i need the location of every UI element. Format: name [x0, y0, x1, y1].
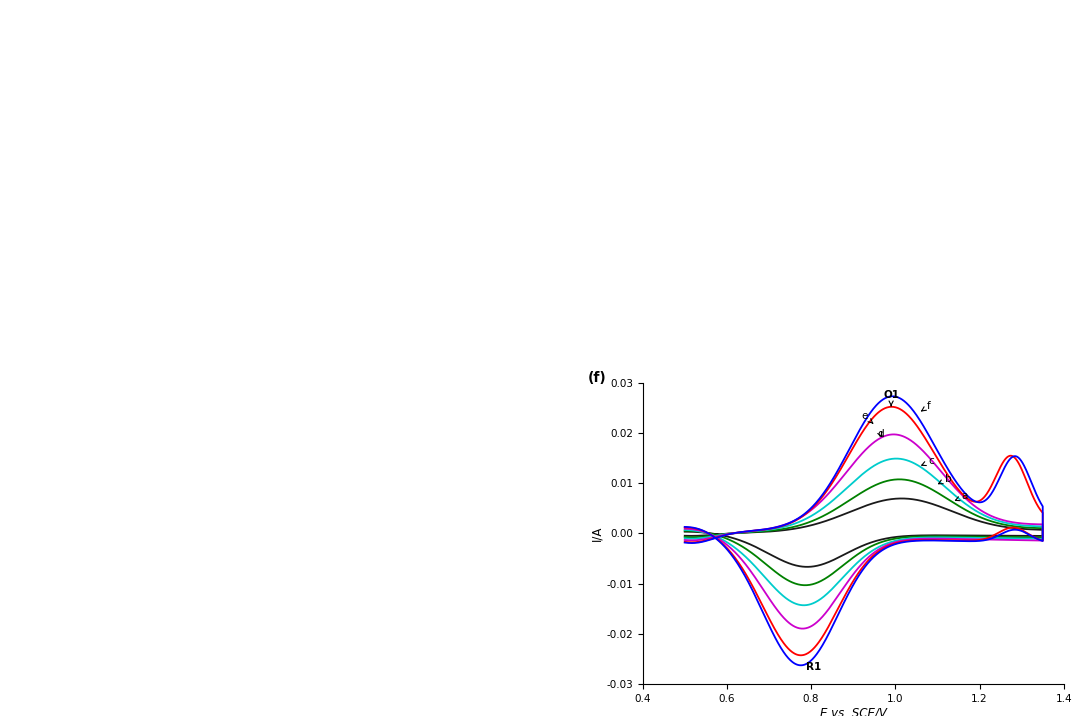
Text: c: c: [921, 456, 934, 466]
X-axis label: E vs. SCE/V: E vs. SCE/V: [820, 706, 887, 716]
Text: d: d: [877, 429, 883, 439]
Text: (f): (f): [588, 371, 607, 385]
Text: e: e: [862, 411, 873, 423]
Text: a: a: [956, 491, 969, 501]
Text: b: b: [939, 474, 951, 484]
Text: O1: O1: [883, 390, 900, 406]
Text: f: f: [921, 401, 931, 411]
Y-axis label: I/A: I/A: [591, 526, 604, 541]
Text: R1: R1: [806, 662, 821, 672]
